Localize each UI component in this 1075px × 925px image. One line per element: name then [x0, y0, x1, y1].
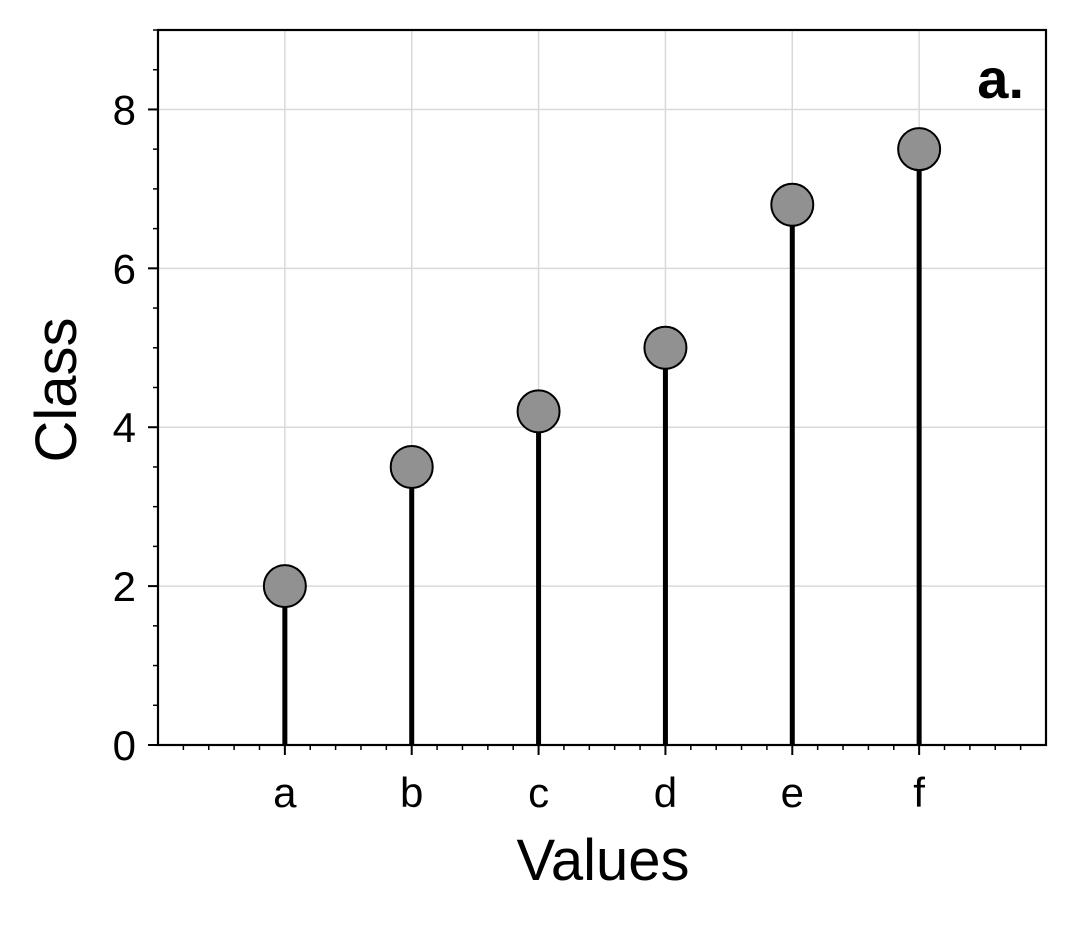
y-tick-label: 6 [113, 245, 136, 292]
y-tick-labels: 0 2 4 6 8 [113, 86, 136, 769]
marker-b [389, 444, 434, 489]
x-tick-label: a [273, 769, 297, 816]
y-tick-label: 4 [113, 404, 136, 451]
x-tick-label: f [913, 769, 925, 816]
y-tick-label: 0 [113, 722, 136, 769]
x-tick-label: d [654, 769, 677, 816]
y-axis-label: Class [24, 317, 89, 462]
panel-label: a. [977, 47, 1024, 110]
y-tick-label: 2 [113, 563, 136, 610]
axis-ticks [148, 29, 1022, 755]
markers [262, 127, 942, 609]
marker-d [643, 325, 688, 370]
y-tick-label: 8 [113, 86, 136, 133]
x-tick-label: b [400, 769, 423, 816]
x-axis-label: Values [516, 828, 689, 893]
x-tick-label: e [781, 769, 804, 816]
marker-e [770, 182, 815, 227]
marker-a [262, 564, 307, 609]
stems [282, 149, 922, 745]
marker-c [516, 389, 561, 434]
x-tick-label: c [528, 769, 549, 816]
marker-f [897, 127, 942, 172]
x-tick-labels: a b c d e f [273, 769, 925, 816]
